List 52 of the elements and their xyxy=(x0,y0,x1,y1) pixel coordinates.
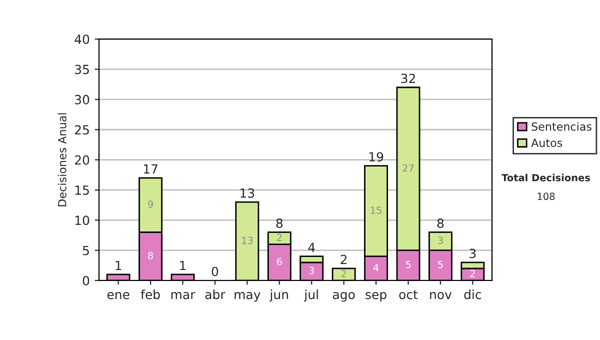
total-label: 0 xyxy=(212,266,218,276)
y-tick-label: 15 xyxy=(75,186,89,195)
legend-label: Sentencias xyxy=(532,122,592,131)
total-label: 8 xyxy=(276,218,283,228)
x-tick-label: dic xyxy=(464,290,482,300)
x-tick-label: ene xyxy=(107,292,130,300)
text: 108 xyxy=(538,192,555,200)
data-label: 13 xyxy=(242,236,253,244)
total-label: 8 xyxy=(437,218,444,228)
total-label: 4 xyxy=(308,242,315,252)
y-tick-label: 20 xyxy=(74,155,90,165)
total-label: 19 xyxy=(369,152,384,162)
y-tick-label: 5 xyxy=(82,246,89,256)
x-tick-label: jul xyxy=(304,290,318,302)
y-tick-label: 25 xyxy=(74,125,89,135)
data-label: 2 xyxy=(341,270,346,278)
x-tick-label: abr xyxy=(205,290,226,300)
y-tick-label: 0 xyxy=(82,276,90,286)
total-label: 17 xyxy=(144,164,158,174)
total-label: 2 xyxy=(340,254,347,264)
data-label: 27 xyxy=(402,164,414,172)
y-axis-title: Decisiones Anual xyxy=(58,113,66,206)
data-label: 15 xyxy=(370,206,382,214)
y-tick-label: 10 xyxy=(75,216,90,226)
x-tick-label: nov xyxy=(430,292,452,300)
y-tick-label: 40 xyxy=(74,34,90,44)
x-tick-label: mar xyxy=(171,292,196,300)
data-label: 8 xyxy=(148,252,153,260)
total-label: 3 xyxy=(470,248,476,258)
x-tick-label: oct xyxy=(399,290,418,300)
x-tick-label: sep xyxy=(366,292,386,302)
x-tick-label: feb xyxy=(140,290,160,300)
data-label: 3 xyxy=(438,236,443,244)
data-label: 5 xyxy=(438,261,443,268)
text: Total Decisiones xyxy=(502,174,590,182)
y-tick-label: 35 xyxy=(75,64,89,74)
data-label: 6 xyxy=(276,258,282,266)
data-label: 5 xyxy=(406,261,410,268)
data-label: 9 xyxy=(148,200,153,208)
x-tick-label: jun xyxy=(270,290,288,302)
legend-label: Autos xyxy=(531,138,562,148)
total-label: 1 xyxy=(180,260,186,270)
x-tick-label: may xyxy=(234,292,260,302)
data-label: 3 xyxy=(309,266,314,274)
data-label: 4 xyxy=(373,264,379,272)
x-tick-label: ago xyxy=(332,292,355,302)
total-label: 1 xyxy=(116,260,122,270)
total-label: 13 xyxy=(240,188,254,198)
data-label: 2 xyxy=(470,270,475,278)
total-label: 32 xyxy=(401,74,415,84)
data-label: 2 xyxy=(277,234,282,241)
y-tick-label: 30 xyxy=(75,94,90,104)
